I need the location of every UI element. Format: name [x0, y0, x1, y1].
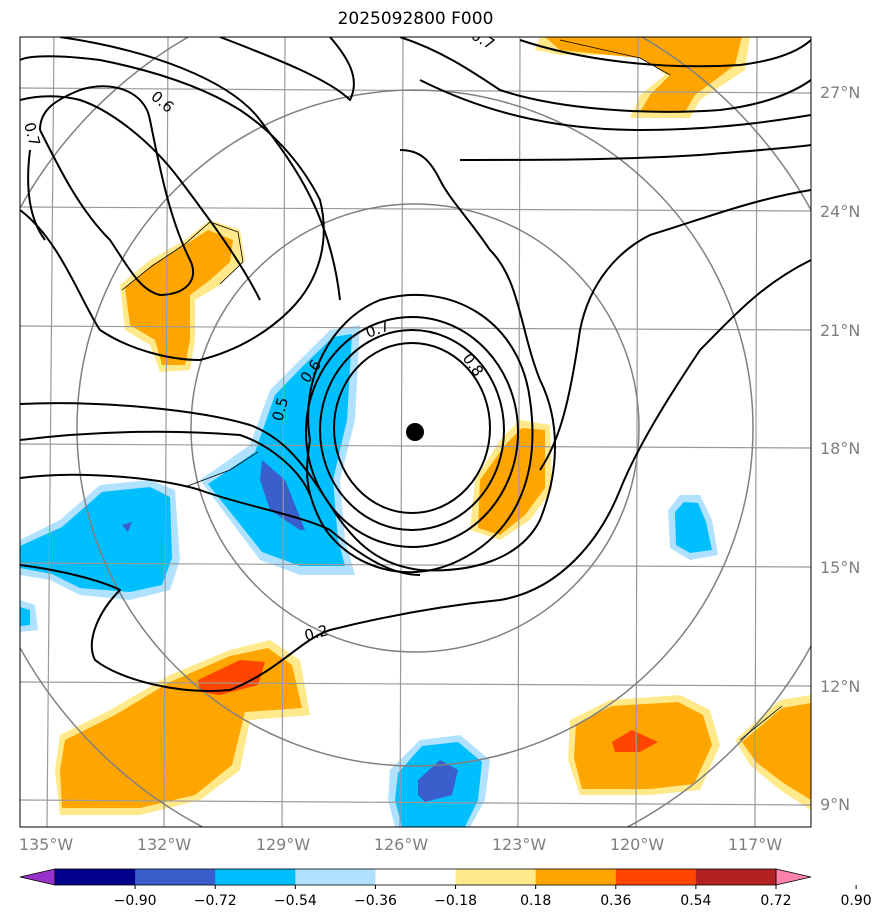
- colorbar-frame: [54, 868, 777, 886]
- lat-label: 27°N: [820, 83, 860, 102]
- latitude-labels: 27°N 24°N 21°N 18°N 15°N 12°N 9°N: [820, 83, 860, 814]
- longitude-labels: 135°W 132°W 129°W 126°W 123°W 120°W 117°…: [19, 835, 783, 854]
- colorbar-extend-right: [775, 868, 812, 886]
- map-area: 0.6 0.7 0.5 0.6 0.7 0.8 0.2 0.7: [20, 26, 811, 827]
- storm-center-dot: [406, 423, 424, 441]
- contour-label: 0.8: [459, 350, 487, 380]
- lon-label: 120°W: [610, 835, 665, 854]
- colorbar-segment: [295, 869, 376, 885]
- lat-label: 18°N: [820, 439, 860, 458]
- map-title: 2025092800 F000: [337, 9, 494, 29]
- colorbar-tick-label: −0.18: [434, 893, 477, 909]
- colorbar-segment: [455, 869, 537, 885]
- colorbar-segment: [135, 869, 216, 885]
- colorbar-segment: [215, 869, 296, 885]
- colorbar: −0.90 −0.72 −0.54 −0.36 −0.18 0.18 0.36 0.54 0.7…: [19, 868, 872, 909]
- colorbar-tick-label: 0.72: [760, 893, 791, 909]
- map-frame: [19, 36, 812, 828]
- contour-lines: [20, 37, 811, 692]
- lat-label: 21°N: [820, 321, 860, 340]
- lat-label: 9°N: [820, 795, 850, 814]
- colorbar-segment: [615, 869, 697, 885]
- colorbar-tick-label: 0.90: [841, 893, 872, 909]
- lon-label: 123°W: [492, 835, 547, 854]
- colorbar-tick-label: −0.90: [114, 893, 157, 909]
- lat-label: 15°N: [820, 558, 860, 577]
- colorbar-tick-label: −0.72: [194, 893, 237, 909]
- contour-label: 0.7: [20, 120, 44, 148]
- contour-label: 0.6: [147, 87, 177, 116]
- colorbar-tick-label: 0.18: [520, 893, 551, 909]
- lon-label: 132°W: [137, 835, 192, 854]
- contour-label: 0.2: [302, 621, 330, 645]
- lon-label: 126°W: [374, 835, 429, 854]
- lon-label: 129°W: [256, 835, 311, 854]
- range-rings: [20, 37, 811, 827]
- positive-anomaly-fills: [55, 37, 811, 815]
- colorbar-tick-label: −0.36: [354, 893, 397, 909]
- colorbar-tick-label: 0.54: [680, 893, 711, 909]
- colorbar-extend-left: [19, 868, 56, 886]
- colorbar-tick-label: 0.36: [600, 893, 631, 909]
- lat-label: 12°N: [820, 677, 860, 696]
- colorbar-segment: [695, 869, 777, 885]
- contour-label: 0.7: [468, 26, 498, 54]
- colorbar-segment: [375, 869, 457, 885]
- colorbar-segment: [55, 869, 136, 885]
- lon-label: 135°W: [19, 835, 74, 854]
- negative-anomaly-fills: [20, 325, 718, 827]
- lon-label: 117°W: [728, 835, 783, 854]
- colorbar-tick-label: −0.54: [274, 893, 317, 909]
- lat-label: 24°N: [820, 202, 860, 221]
- contour-label: 0.5: [268, 395, 292, 423]
- colorbar-segment: [535, 869, 617, 885]
